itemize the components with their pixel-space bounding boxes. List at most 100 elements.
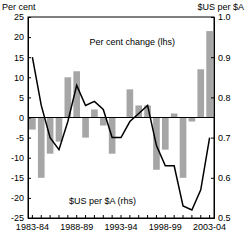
y2-tick: 1.0: [211, 12, 231, 22]
y-tick-label: 10: [14, 73, 24, 83]
bar: [127, 89, 134, 117]
x-tick: [58, 215, 59, 218]
x-tick: 2003-04: [193, 215, 226, 232]
line: [32, 57, 209, 210]
x-tick: [67, 215, 68, 218]
y-tick: 10: [14, 73, 31, 83]
y-tick: 0: [19, 113, 31, 123]
x-tick-mark: [76, 215, 77, 218]
marks: [29, 31, 213, 210]
x-tick: [50, 215, 51, 218]
x-tick-mark: [32, 215, 33, 218]
y-tick-label: -15: [11, 173, 24, 183]
y-tick: -15: [11, 173, 31, 183]
x-tick: [200, 215, 201, 218]
bar: [171, 113, 178, 117]
y2-tick-label: 0.9: [218, 53, 231, 63]
bar: [56, 118, 63, 142]
y2-axis: 0.50.60.70.80.91.0: [211, 12, 231, 223]
x-tick-mark: [138, 215, 139, 218]
x-tick: [94, 215, 95, 218]
y-tick-label: 25: [14, 12, 24, 22]
x-tick: [129, 215, 130, 218]
x-tick-mark: [183, 215, 184, 218]
y2-axis-line: [211, 18, 215, 219]
x-tick-mark: [147, 215, 148, 218]
y2-tick: 0.6: [211, 173, 231, 183]
x-tick-label: 2003-04: [193, 222, 226, 232]
x-tick-mark: [112, 215, 113, 218]
bar: [91, 109, 98, 117]
y-tick-label: -20: [11, 193, 24, 203]
y-tick-label: 15: [14, 53, 24, 63]
x-tick: 1998-99: [149, 215, 182, 232]
y2-tick: 0.9: [211, 53, 231, 63]
y-tick: 25: [14, 12, 31, 22]
bar: [162, 118, 169, 150]
x-tick-label: 1983-84: [16, 222, 49, 232]
x-tick: [156, 215, 157, 218]
y2-tick: 0.8: [211, 93, 231, 103]
series-label: Per cent change (lhs): [89, 37, 175, 47]
x-tick-mark: [129, 215, 130, 218]
bar: [206, 31, 213, 117]
x-tick-mark: [121, 215, 122, 218]
y-tick-label: -10: [11, 153, 24, 163]
y-axis-title: Per cent: [2, 2, 36, 12]
y-tick: -5: [16, 133, 31, 143]
y2-tick-label: 1.0: [218, 12, 231, 22]
y-tick-label: 0: [19, 113, 24, 123]
x-tick-mark: [41, 215, 42, 218]
x-tick-label: 1993-94: [104, 222, 137, 232]
x-tick: 1983-84: [16, 215, 49, 232]
x-tick: [147, 215, 148, 218]
x-tick-mark: [174, 215, 175, 218]
x-tick: [103, 215, 104, 218]
x-tick: [112, 215, 113, 218]
y-tick: 20: [14, 32, 31, 42]
y-tick-label: 20: [14, 32, 24, 42]
x-tick-mark: [191, 215, 192, 218]
x-tick-mark: [156, 215, 157, 218]
bar: [197, 69, 204, 117]
x-tick: [85, 215, 86, 218]
x-tick-mark: [58, 215, 59, 218]
x-tick: 1988-89: [60, 215, 93, 232]
y-tick: -10: [11, 153, 31, 163]
x-tick-mark: [165, 215, 166, 218]
plot: -25-20-15-10-505101520250.50.60.70.80.91…: [11, 12, 231, 232]
x-tick: [138, 215, 139, 218]
chart: -25-20-15-10-505101520250.50.60.70.80.91…: [0, 0, 246, 246]
frame: [28, 17, 214, 218]
bar: [180, 118, 187, 178]
x-tick: [191, 215, 192, 218]
y-axis: -25-20-15-10-50510152025: [11, 12, 31, 223]
x-axis: 1983-84 1988-89 1993-94 1998-99 2003-04: [16, 215, 226, 232]
x-tick: [41, 215, 42, 218]
x-tick-mark: [50, 215, 51, 218]
x-tick-label: 1998-99: [149, 222, 182, 232]
x-tick-mark: [209, 215, 210, 218]
y2-tick: 0.7: [211, 133, 231, 143]
y2-tick-label: 0.7: [218, 133, 231, 143]
y-tick: 15: [14, 53, 31, 63]
bar: [189, 118, 196, 122]
bar: [82, 118, 89, 138]
series-label: $US per $A (rhs): [69, 196, 136, 206]
x-tick-mark: [85, 215, 86, 218]
bar: [38, 118, 45, 178]
y2-tick-label: 0.8: [218, 93, 231, 103]
x-tick-mark: [200, 215, 201, 218]
x-tick: [174, 215, 175, 218]
x-tick-label: 1988-89: [60, 222, 93, 232]
x-tick: [183, 215, 184, 218]
y-axis-line: [29, 18, 32, 219]
y-tick-label: 5: [19, 93, 24, 103]
x-tick-mark: [94, 215, 95, 218]
x-axis-line: [29, 215, 215, 219]
y-tick: -20: [11, 193, 31, 203]
bar: [29, 118, 36, 130]
y2-axis-title: $US per $A: [197, 2, 244, 12]
y2-tick-label: 0.6: [218, 173, 231, 183]
x-tick: 1993-94: [104, 215, 137, 232]
